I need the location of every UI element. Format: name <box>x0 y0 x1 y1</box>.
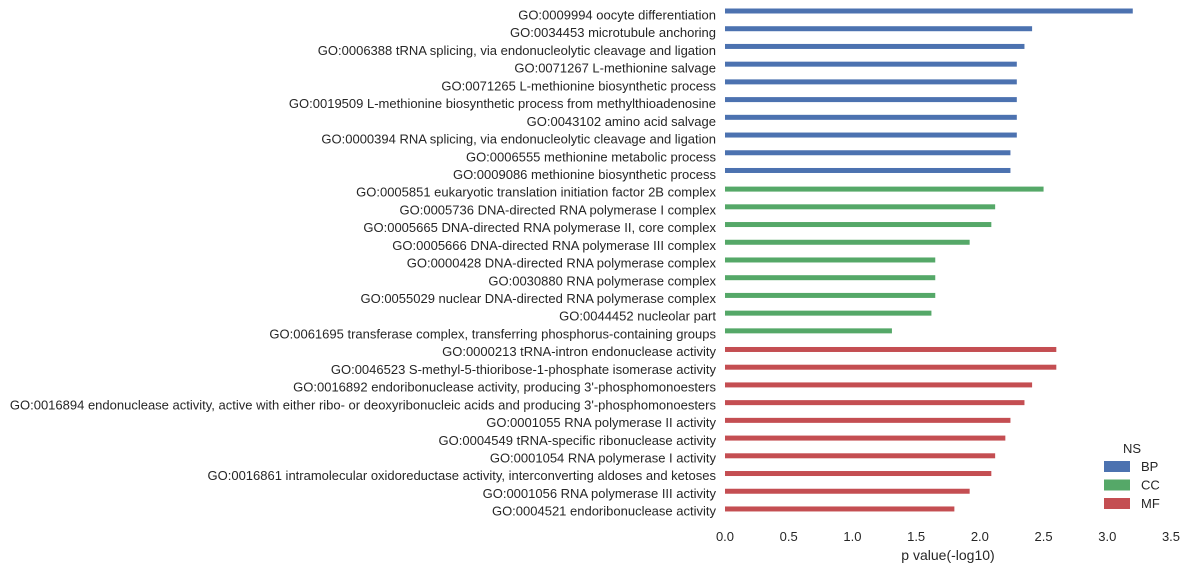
bar-bp <box>725 150 1011 156</box>
category-label: GO:0055029 nuclear DNA-directed RNA poly… <box>360 291 716 306</box>
bar-mf <box>725 453 996 459</box>
bar-bp <box>725 61 1017 67</box>
x-tick-label: 1.0 <box>843 529 861 544</box>
category-label: GO:0071267 L-methionine salvage <box>514 61 716 76</box>
legend-swatch-cc <box>1104 479 1130 491</box>
bar-mf <box>725 417 1011 423</box>
bar-mf <box>725 364 1057 370</box>
legend-swatch-mf <box>1104 498 1130 509</box>
category-label: GO:0004549 tRNA-specific ribonuclease ac… <box>439 433 717 448</box>
category-label: GO:0071265 L-methionine biosynthetic pro… <box>441 78 716 93</box>
category-label: GO:0061695 transferase complex, transfer… <box>269 326 716 341</box>
x-axis-label: p value(-log10) <box>901 547 994 563</box>
x-tick-label: 1.5 <box>907 529 925 544</box>
bar-bp <box>725 8 1133 14</box>
x-tick-label: 0.0 <box>716 529 734 544</box>
bar-cc <box>725 257 936 263</box>
bar-cc <box>725 292 936 298</box>
category-label: GO:0000428 DNA-directed RNA polymerase c… <box>407 256 717 271</box>
category-label: GO:0019509 L-methionine biosynthetic pro… <box>289 96 716 111</box>
category-label: GO:0005665 DNA-directed RNA polymerase I… <box>363 220 716 235</box>
category-label: GO:0009994 oocyte differentiation <box>518 8 716 23</box>
bar-bp <box>725 114 1017 120</box>
category-label: GO:0044452 nucleolar part <box>559 309 716 324</box>
category-label: GO:0005666 DNA-directed RNA polymerase I… <box>392 238 716 253</box>
legend-label-cc: CC <box>1141 478 1160 493</box>
category-label: GO:0001055 RNA polymerase II activity <box>486 415 716 430</box>
category-label: GO:0001054 RNA polymerase I activity <box>490 451 717 466</box>
bar-cc <box>725 186 1044 192</box>
category-label: GO:0001056 RNA polymerase III activity <box>483 486 717 501</box>
x-tick-label: 3.5 <box>1162 529 1180 544</box>
bar-bp <box>725 43 1025 49</box>
bar-mf <box>725 471 992 477</box>
bar-mf <box>725 346 1057 352</box>
bar-bp <box>725 167 1011 173</box>
category-label: GO:0030880 RNA polymerase complex <box>488 273 716 288</box>
bar-cc <box>725 328 892 334</box>
bar-cc <box>725 275 936 281</box>
category-label: GO:0005736 DNA-directed RNA polymerase I… <box>400 202 717 217</box>
category-label: GO:0000394 RNA splicing, via endonucleol… <box>321 132 716 147</box>
x-tick-labels: 0.0 0.5 1.0 1.5 2.0 2.5 3.0 3.5 <box>716 529 1180 544</box>
bar-mf <box>725 488 970 494</box>
legend-label-mf: MF <box>1141 496 1160 511</box>
category-label: GO:0009086 methionine biosynthetic proce… <box>453 167 717 182</box>
category-label: GO:0016861 intramolecular oxidoreductase… <box>208 468 717 483</box>
legend-title: NS <box>1123 441 1141 456</box>
category-label: GO:0034453 microtubule anchoring <box>510 25 716 40</box>
bar-cc <box>725 239 970 245</box>
bar-cc <box>725 204 996 210</box>
x-tick-label: 3.0 <box>1098 529 1116 544</box>
x-tick-label: 2.0 <box>971 529 989 544</box>
category-label: GO:0006388 tRNA splicing, via endonucleo… <box>318 43 716 58</box>
bar-mf <box>725 400 1025 406</box>
legend-label-bp: BP <box>1141 459 1158 474</box>
category-label: GO:0004521 endoribonuclease activity <box>492 504 717 519</box>
category-label: GO:0005851 eukaryotic translation initia… <box>356 185 716 200</box>
category-label: GO:0000213 tRNA-intron endonuclease acti… <box>442 344 716 359</box>
bar-mf <box>725 435 1006 441</box>
category-label: GO:0016894 endonuclease activity, active… <box>10 397 717 412</box>
bar-bp <box>725 26 1033 32</box>
x-tick-label: 2.5 <box>1035 529 1053 544</box>
bar-mf <box>725 382 1033 388</box>
category-label: GO:0016892 endoribonuclease activity, pr… <box>293 380 716 395</box>
bar-bp <box>725 79 1017 85</box>
legend: NS BP CC MF <box>1104 441 1160 511</box>
legend-swatch-bp <box>1104 461 1130 472</box>
category-label: GO:0043102 amino acid salvage <box>527 114 716 129</box>
bar-bp <box>725 132 1017 138</box>
category-labels: GO:0009994 oocyte differentiation GO:0034… <box>10 8 717 519</box>
bar-cc <box>725 310 932 316</box>
bars-group <box>725 8 1133 512</box>
category-label: GO:0046523 S-methyl-5-thioribose-1-phosp… <box>331 362 717 377</box>
x-tick-label: 0.5 <box>780 529 798 544</box>
category-label: GO:0006555 methionine metabolic process <box>466 149 717 164</box>
bar-bp <box>725 97 1017 103</box>
bar-mf <box>725 506 955 512</box>
bar-cc <box>725 222 992 228</box>
